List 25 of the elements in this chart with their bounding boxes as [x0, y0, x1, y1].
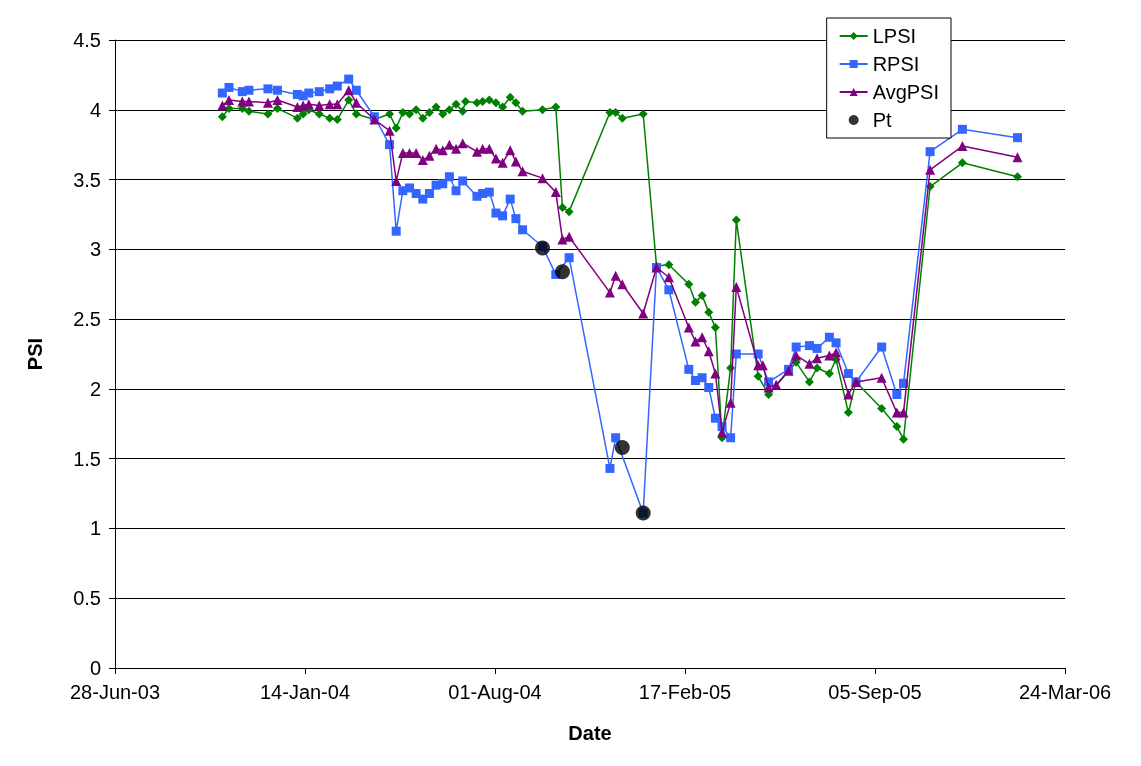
y-tick-label: 2.5	[73, 308, 101, 331]
y-axis-title: PSI	[24, 337, 46, 371]
x-tick-label: 01-Aug-04	[448, 681, 542, 703]
x-axis-title: Date	[568, 722, 612, 744]
y-tick-label: 4	[89, 98, 101, 121]
y-tick-label: 0	[89, 657, 101, 679]
y-tick-label: 3.5	[73, 168, 101, 191]
point	[535, 240, 550, 256]
x-tick-label: 05-Sep-05	[828, 681, 922, 703]
y-tick-label: 3	[89, 238, 101, 261]
x-tick-label: 28-Jun-03	[69, 681, 161, 703]
legend-label: AvgPSI	[872, 81, 940, 103]
y-tick-label: 1	[89, 517, 101, 540]
legend-label: Pt	[872, 109, 892, 131]
y-tick-label: 4.5	[73, 29, 101, 51]
y-tick-label: 2	[89, 377, 101, 400]
y-tick-label: 0.5	[73, 587, 101, 610]
x-tick-label: 17-Feb-05	[638, 681, 732, 703]
y-tick-label: 1.5	[73, 447, 101, 470]
point	[614, 440, 630, 455]
x-tick-label: 24-Mar-06	[1018, 681, 1112, 703]
legend-label: LPSI	[872, 25, 917, 47]
legend-label: RPSI	[872, 53, 920, 75]
point	[554, 264, 570, 280]
x-tick-label: 14-Jan-04	[259, 681, 351, 703]
